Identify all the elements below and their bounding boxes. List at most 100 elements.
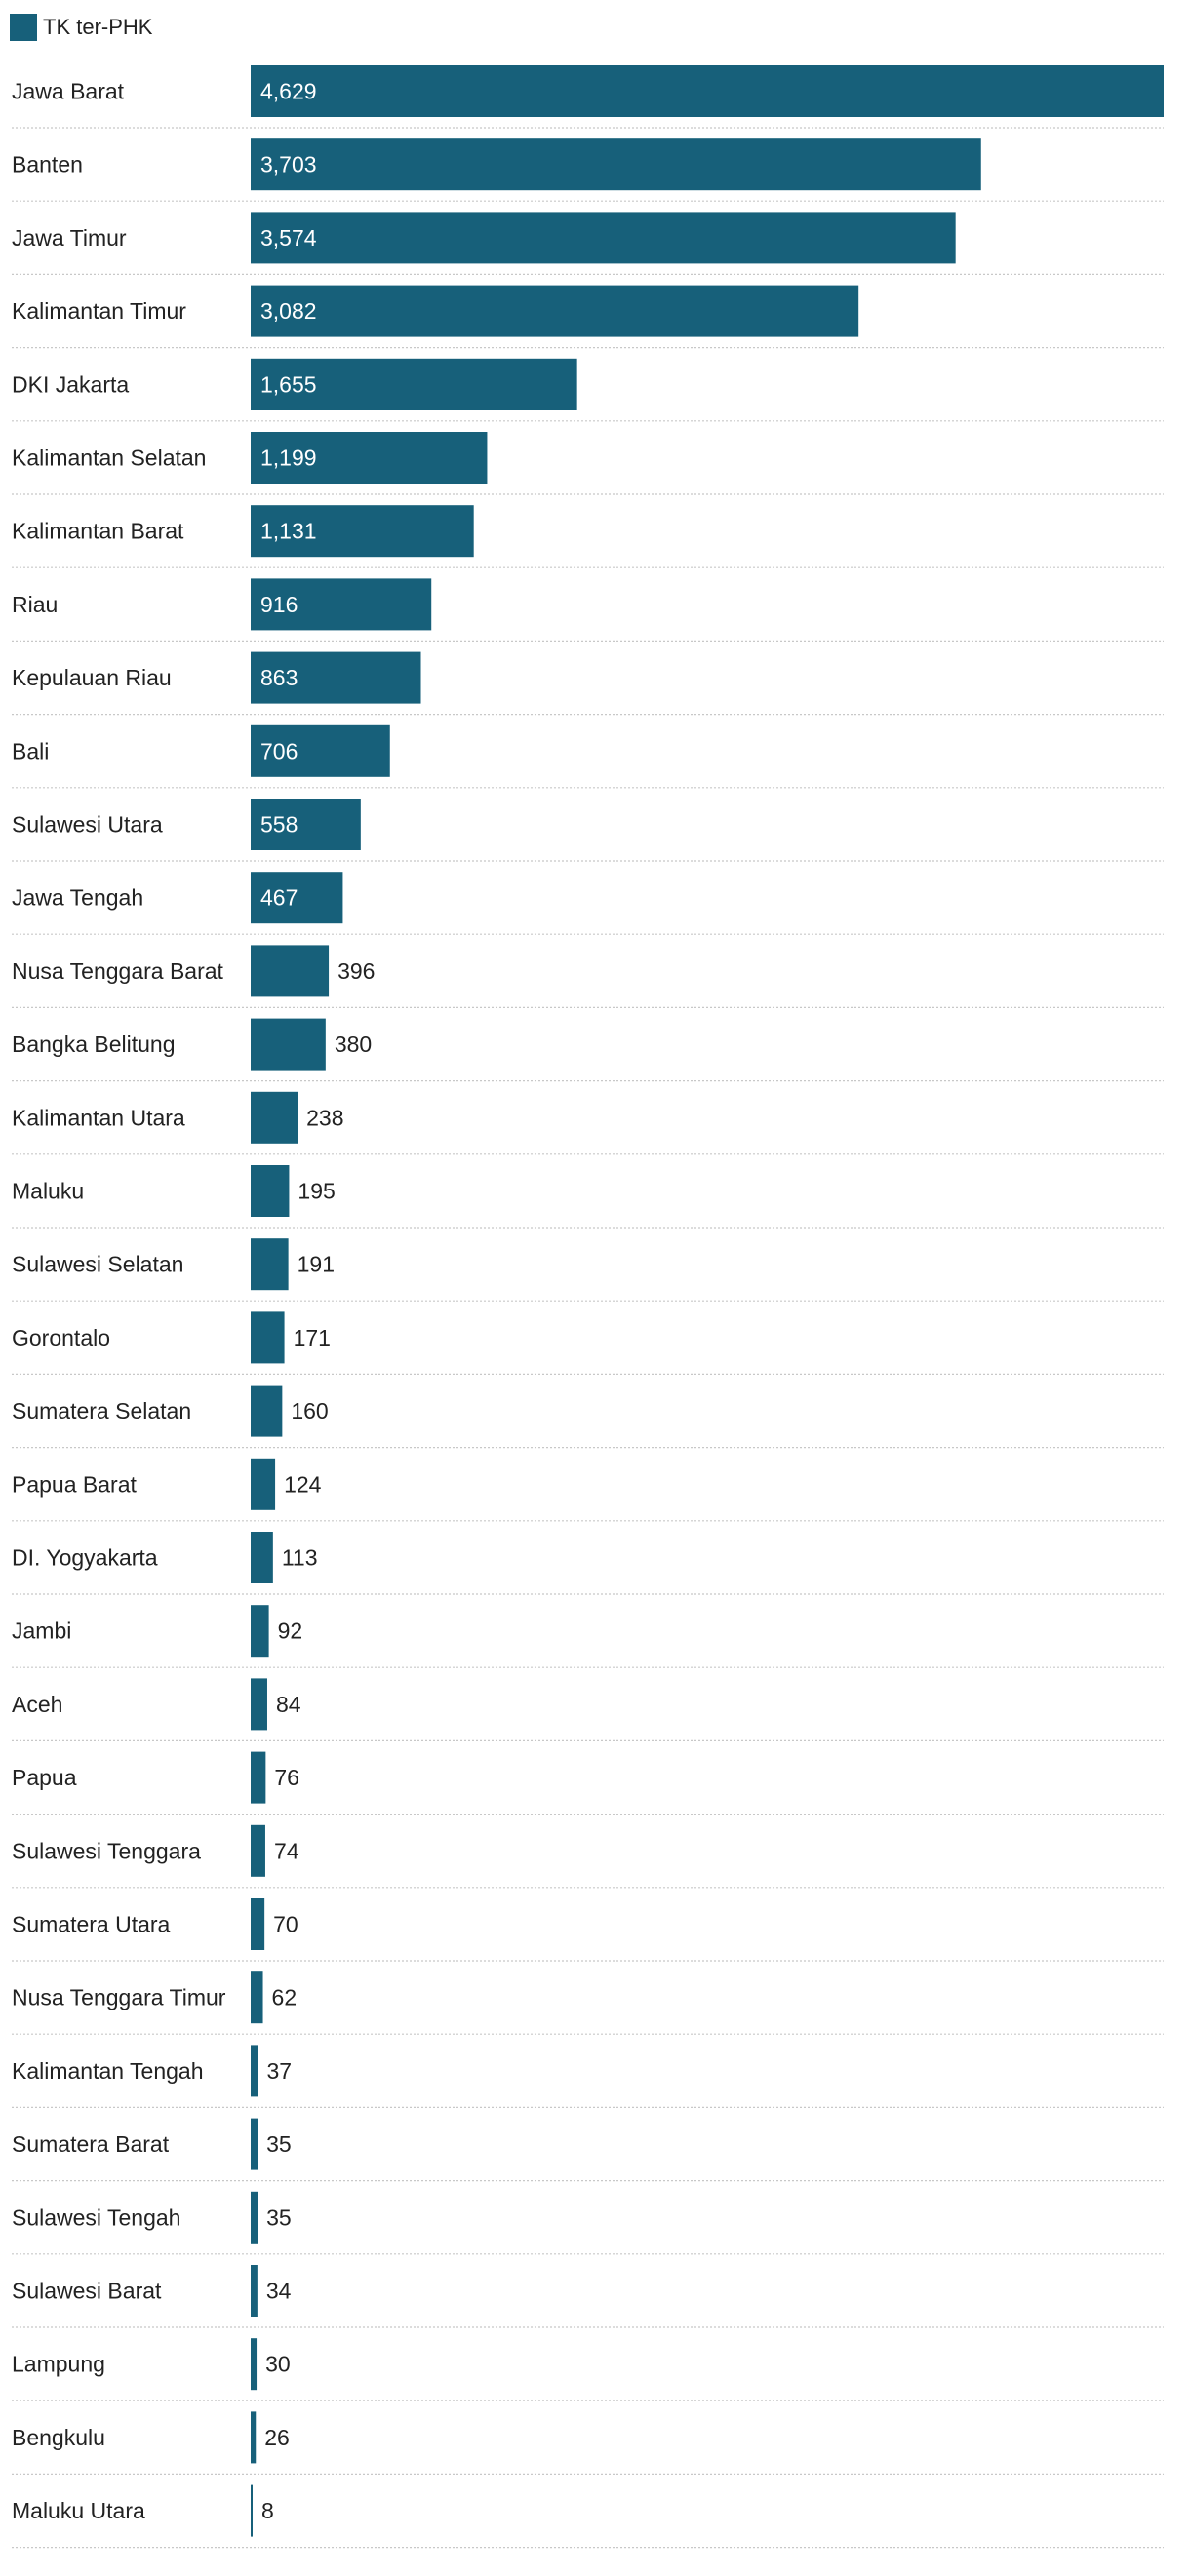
value-label: 3,082 <box>260 298 317 324</box>
bar <box>251 1971 263 2024</box>
bar <box>251 1751 266 1804</box>
value-label: 195 <box>298 1179 335 1204</box>
category-label: Sumatera Utara <box>12 1912 171 1937</box>
value-label: 92 <box>278 1619 303 1644</box>
category-label: Sulawesi Utara <box>12 812 163 838</box>
category-label: Lampung <box>12 2352 105 2377</box>
bar <box>251 505 474 558</box>
category-label: Aceh <box>12 1692 62 1717</box>
category-label: Papua <box>12 1765 77 1790</box>
category-label: Sulawesi Barat <box>12 2279 162 2304</box>
category-label: Bangka Belitung <box>12 1032 176 1057</box>
value-label: 706 <box>260 738 298 763</box>
bar <box>251 65 1164 117</box>
value-label: 171 <box>294 1325 331 1350</box>
value-label: 35 <box>266 2205 292 2230</box>
category-label: Maluku <box>12 1179 84 1204</box>
value-label: 84 <box>276 1692 301 1717</box>
bar <box>251 2411 257 2464</box>
value-label: 191 <box>298 1252 335 1277</box>
category-label: Papua Barat <box>12 1471 137 1497</box>
value-label: 863 <box>260 665 298 690</box>
bar <box>251 1458 276 1510</box>
value-label: 467 <box>260 885 298 911</box>
value-label: 113 <box>282 1545 318 1571</box>
category-label: Kalimantan Utara <box>12 1105 185 1130</box>
bar <box>251 872 343 924</box>
bar <box>251 1678 267 1731</box>
category-label: Jawa Tengah <box>12 885 143 911</box>
value-label: 1,131 <box>260 519 317 544</box>
value-label: 380 <box>335 1032 372 1057</box>
value-label: 74 <box>274 1838 299 1863</box>
value-label: 8 <box>261 2498 274 2523</box>
category-label: Kepulauan Riau <box>12 665 172 690</box>
category-label: Sumatera Barat <box>12 2131 170 2157</box>
bar <box>251 945 330 997</box>
value-label: 76 <box>274 1765 299 1790</box>
category-label: Kalimantan Timur <box>12 298 186 324</box>
bar <box>251 2045 258 2097</box>
value-label: 62 <box>272 1985 298 2010</box>
value-label: 160 <box>291 1398 328 1424</box>
bar <box>251 432 488 484</box>
category-label: Jambi <box>12 1619 71 1644</box>
value-label: 70 <box>273 1912 298 1937</box>
category-label: DKI Jakarta <box>12 371 129 397</box>
bar <box>251 1018 326 1071</box>
value-label: 916 <box>260 592 298 617</box>
category-label: Nusa Tenggara Barat <box>12 958 224 984</box>
bar <box>251 2118 258 2170</box>
category-label: Sulawesi Selatan <box>12 1252 183 1277</box>
value-label: 1,199 <box>260 446 317 471</box>
bar <box>251 2338 258 2391</box>
category-label: Banten <box>12 152 83 177</box>
bar <box>251 2484 253 2537</box>
value-label: 26 <box>264 2425 290 2450</box>
bar <box>251 799 361 850</box>
category-label: Bengkulu <box>12 2425 105 2450</box>
bar <box>251 285 859 337</box>
bar <box>251 138 981 191</box>
value-label: 3,703 <box>260 152 317 177</box>
category-label: Kalimantan Tengah <box>12 2058 204 2084</box>
bar <box>251 1898 265 1950</box>
category-label: Kalimantan Barat <box>12 519 184 544</box>
category-label: Jawa Timur <box>12 225 127 251</box>
category-label: Sulawesi Tengah <box>12 2205 180 2230</box>
bar <box>251 1824 265 1877</box>
bar <box>251 1165 290 1217</box>
category-label: Maluku Utara <box>12 2498 145 2523</box>
bar <box>251 1091 298 1144</box>
bar <box>251 1532 273 1583</box>
value-label: 3,574 <box>260 225 317 251</box>
value-label: 396 <box>337 958 375 984</box>
category-label: DI. Yogyakarta <box>12 1545 158 1571</box>
category-label: Nusa Tenggara Timur <box>12 1985 226 2010</box>
category-label: Gorontalo <box>12 1325 110 1350</box>
bar <box>251 358 577 410</box>
bar <box>251 2265 258 2317</box>
bar <box>251 1605 269 1658</box>
bar <box>251 724 390 777</box>
category-label: Jawa Barat <box>12 79 125 104</box>
value-label: 4,629 <box>260 79 317 104</box>
category-label: Sumatera Selatan <box>12 1398 191 1424</box>
category-label: Kalimantan Selatan <box>12 446 206 471</box>
value-label: 558 <box>260 812 298 838</box>
bar <box>251 212 956 264</box>
value-label: 35 <box>266 2131 292 2157</box>
category-label: Riau <box>12 592 58 617</box>
bar <box>251 651 421 704</box>
category-label: Bali <box>12 738 49 763</box>
bar <box>251 1385 283 1437</box>
value-label: 1,655 <box>260 371 317 397</box>
value-label: 124 <box>284 1471 322 1497</box>
bar <box>251 1311 285 1364</box>
value-label: 238 <box>306 1105 343 1130</box>
bar <box>251 2191 258 2244</box>
legend-label: TK ter-PHK <box>43 15 153 39</box>
legend-swatch <box>10 14 37 41</box>
bar <box>251 1238 289 1291</box>
